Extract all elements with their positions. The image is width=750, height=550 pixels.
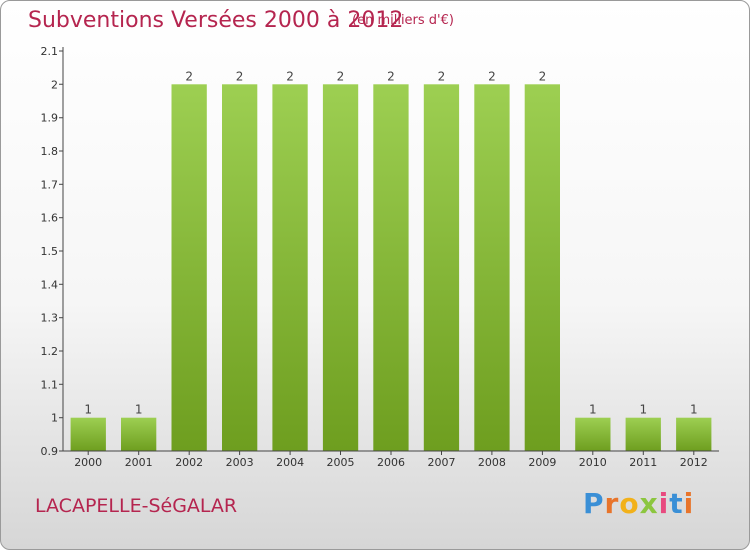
y-tick-label: 1.9 [41,112,59,125]
y-tick-label: 0.9 [41,445,59,458]
logo-letter: r [604,487,620,520]
bar-value-label: 1 [690,403,698,417]
y-tick-label: 1.3 [41,312,59,325]
bar-value-label: 1 [135,403,143,417]
y-tick-label: 2.1 [41,45,59,58]
x-tick-label: 2012 [680,456,708,469]
y-tick-label: 1.1 [41,378,59,391]
bar [272,84,308,452]
logo-letter: P [583,487,605,520]
bar-value-label: 2 [185,69,193,83]
bar-value-label: 1 [84,403,92,417]
x-tick-label: 2008 [478,456,506,469]
x-tick-label: 2000 [74,456,102,469]
y-tick-label: 1.2 [41,345,59,358]
bar-value-label: 2 [236,69,244,83]
y-tick-label: 1 [51,412,58,425]
x-tick-label: 2007 [428,456,456,469]
x-tick-label: 2010 [579,456,607,469]
bar-value-label: 2 [488,69,496,83]
y-tick-label: 1.8 [41,145,59,158]
bars-group: 1 1 2 2 2 2 2 2 2 2 1 1 1 [70,69,712,452]
bar [575,417,611,451]
x-tick-label: 2005 [327,456,355,469]
bar [676,417,712,451]
y-tick-label: 2 [51,78,58,91]
bar [423,84,460,452]
bar [322,84,359,452]
axes-group: 2000 2001 2002 2003 2004 2005 2006 2007 2008 2009… [41,45,719,469]
x-tick-label: 2009 [528,456,556,469]
chart-title: Subventions Versées 2000 à 2012 [28,8,404,33]
bar-value-label: 1 [639,403,647,417]
x-tick-label: 2011 [629,456,657,469]
bar-value-label: 1 [589,403,597,417]
x-tick-label: 2002 [175,456,203,469]
x-tick-label: 2001 [125,456,153,469]
proxiti-logo: Proxiti [583,487,694,520]
logo-letter: o [619,487,640,520]
y-tick-label: 1.5 [41,245,59,258]
bar [222,84,258,452]
logo-letter: t [669,487,684,520]
logo-letter: i [683,487,695,520]
bar-value-label: 2 [286,69,294,83]
bar [474,84,510,452]
bar-value-label: 2 [438,69,446,83]
bar-value-label: 2 [387,69,395,83]
chart-unit-label: (en milliers d'€) [352,13,454,28]
bar [524,84,560,452]
bar [171,84,207,452]
x-tick-label: 2004 [276,456,304,469]
logo-letter: x [639,487,659,520]
town-name: LACAPELLE-SéGALAR [35,495,238,517]
bar [121,417,157,451]
bar [70,417,106,451]
bar-value-label: 2 [337,69,345,83]
bar-value-label: 2 [539,69,547,83]
y-tick-label: 1.4 [41,278,59,291]
bar [373,84,409,452]
y-tick-label: 1.7 [41,178,59,191]
x-tick-label: 2003 [226,456,254,469]
bar [625,417,661,451]
logo-letter: i [658,487,670,520]
x-tick-label: 2006 [377,456,405,469]
y-tick-label: 1.6 [41,212,59,225]
